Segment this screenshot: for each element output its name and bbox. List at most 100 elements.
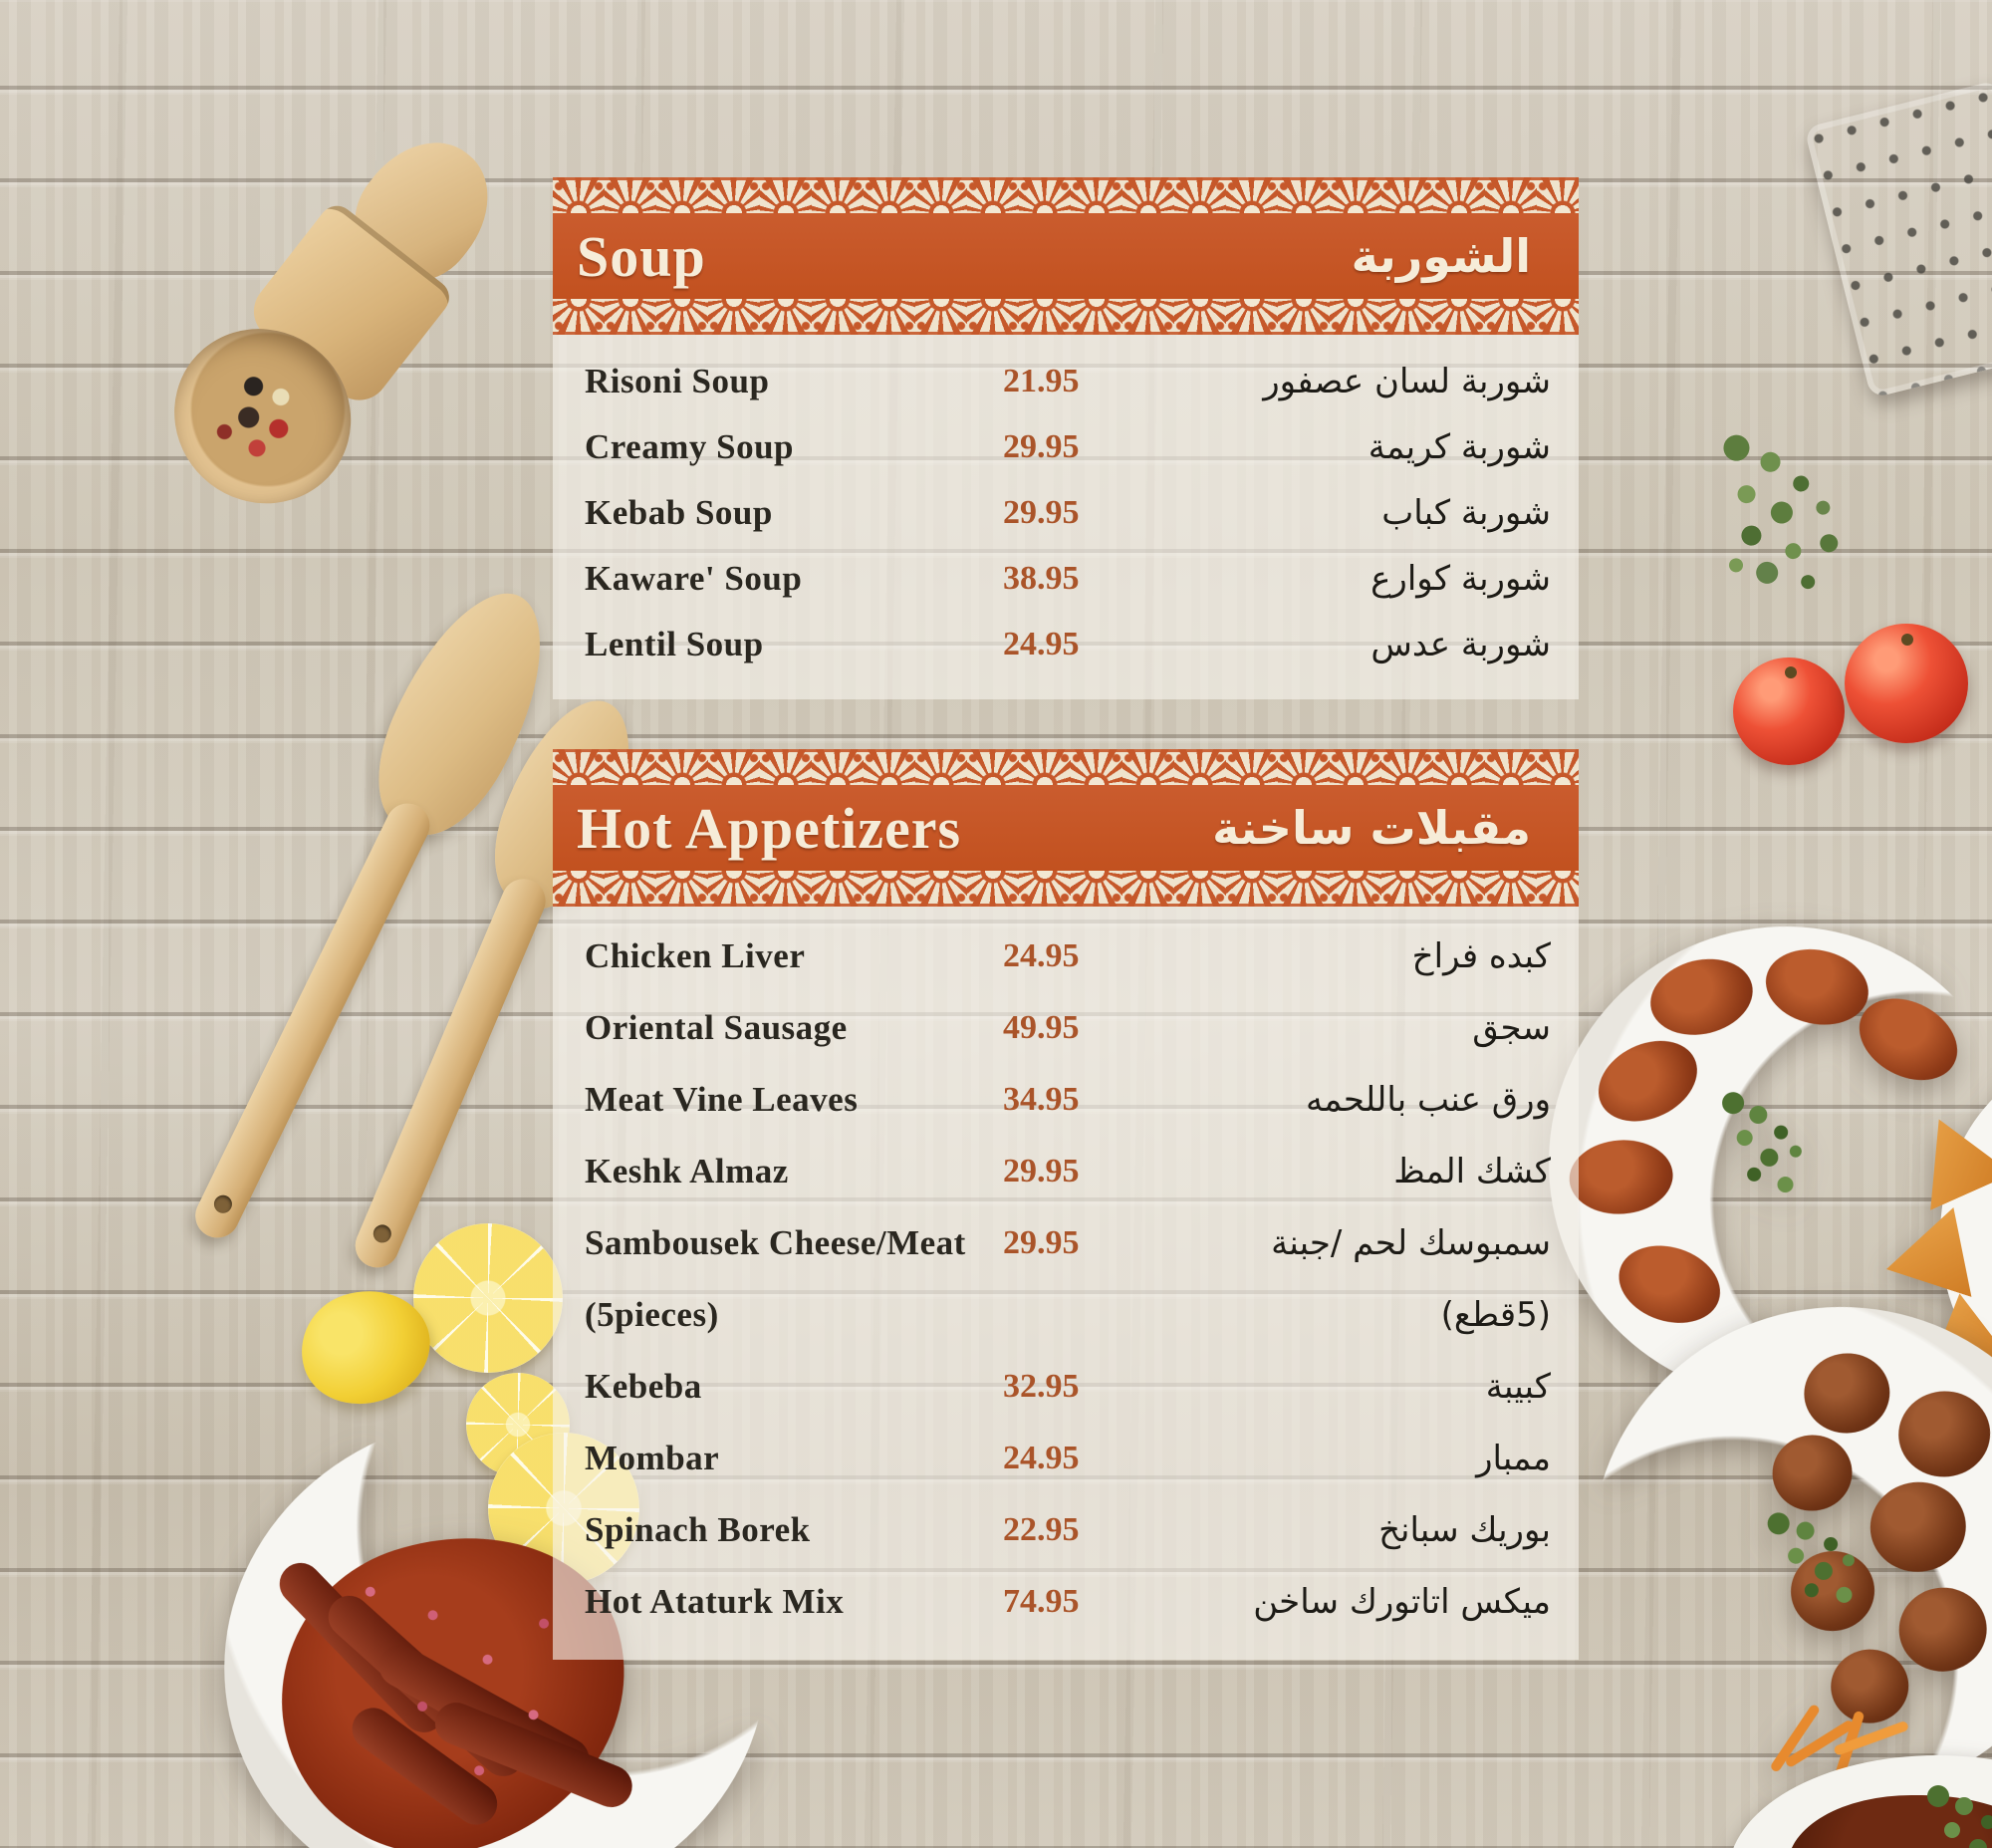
item-name-ar: كبده فراخ — [1411, 936, 1551, 976]
item-name-ar: شوربة كباب — [1381, 493, 1551, 533]
section-title-band: Soup الشوربة — [553, 213, 1579, 299]
item-name-ar: شوربة لسان عصفور — [1263, 362, 1551, 401]
peppercorns — [175, 330, 351, 503]
section-soup: Soup الشوربة Risoni Soup 21.95 شوربة لسا… — [553, 177, 1579, 699]
menu-item-row: Sambousek Cheese/Meat 29.95 سمبوسك لحم /… — [585, 1207, 1551, 1279]
item-price: 24.95 — [1003, 626, 1080, 662]
lemon-slice-photo — [413, 1223, 563, 1373]
item-name-en: Kaware' Soup — [585, 559, 803, 598]
menu-item-subrow: (5pieces) (5قطع) — [585, 1279, 1551, 1351]
meatball — [1787, 1546, 1878, 1636]
tomato-photo — [1733, 658, 1845, 765]
item-price: 49.95 — [1003, 1009, 1080, 1046]
section-title-en: Soup — [577, 223, 706, 289]
item-name-en: Chicken Liver — [585, 936, 806, 975]
meatball — [1768, 1431, 1857, 1515]
item-price: 24.95 — [1003, 937, 1080, 974]
item-name-en: Mombar — [585, 1439, 720, 1477]
menu-item-row: Mombar 24.95 ممبار — [585, 1423, 1551, 1494]
item-name-en: Risoni Soup — [585, 362, 770, 400]
section-title-band: Hot Appetizers مقبلات ساخنة — [553, 785, 1579, 871]
kibbeh — [1567, 1136, 1676, 1218]
wooden-spice-scoop-photo — [108, 74, 569, 563]
section-title-ar: مقبلات ساخنة — [1212, 801, 1531, 855]
lace-border-icon — [553, 749, 1579, 785]
section-hot-appetizers: Hot Appetizers مقبلات ساخنة Chicken Live… — [553, 749, 1579, 1660]
item-name-ar: ورق عنب باللحمه — [1305, 1080, 1551, 1120]
menu-item-row: Kebeba 32.95 كبيبة — [585, 1351, 1551, 1423]
item-name-en: Meat Vine Leaves — [585, 1080, 859, 1119]
item-name-ar: شوربة كريمة — [1368, 427, 1551, 467]
herb-sprig-photo — [1695, 432, 1893, 640]
parsley-garnish — [1927, 1785, 1949, 1807]
menu-item-row: Hot Ataturk Mix 74.95 ميكس اتاتورك ساخن — [585, 1566, 1551, 1638]
item-name-ar: شوربة كوارع — [1370, 559, 1551, 599]
item-name-ar: شوربة عدس — [1370, 625, 1551, 664]
meatball — [1866, 1476, 1971, 1577]
menu-item-row: Kebab Soup 29.95 شوربة كباب — [585, 480, 1551, 546]
kibbeh — [1585, 1025, 1711, 1138]
menu-item-row: Risoni Soup 21.95 شوربة لسان عصفور — [585, 349, 1551, 414]
stew-meat — [1788, 1795, 1992, 1848]
menu-item-row: Oriental Sausage 49.95 سجق — [585, 992, 1551, 1064]
item-name-ar: كشك المظ — [1393, 1152, 1551, 1191]
soup-items-list: Risoni Soup 21.95 شوربة لسان عصفور Cream… — [553, 335, 1579, 699]
menu-item-row: Spinach Borek 22.95 بوريك سبانخ — [585, 1494, 1551, 1566]
item-name-en: Kebab Soup — [585, 493, 773, 532]
item-name-ar: بوريك سبانخ — [1378, 1510, 1551, 1550]
item-name-ar: سمبوسك لحم /جبنة — [1271, 1223, 1551, 1263]
item-name-en: Keshk Almaz — [585, 1152, 789, 1190]
item-name-en: Kebeba — [585, 1367, 702, 1406]
stew-plate-photo — [1728, 1755, 1992, 1848]
item-name-en: Oriental Sausage — [585, 1008, 848, 1047]
spatula-hole — [210, 1191, 235, 1216]
parsley-garnish — [1766, 1511, 1791, 1536]
meatball — [1894, 1583, 1991, 1677]
section-soup-header: Soup الشوربة — [553, 177, 1579, 335]
hot-appetizers-items-list: Chicken Liver 24.95 كبده فراخ Oriental S… — [553, 907, 1579, 1660]
item-price: 29.95 — [1003, 428, 1080, 465]
menu-item-row: Creamy Soup 29.95 شوربة كريمة — [585, 414, 1551, 480]
lace-border-icon — [553, 299, 1579, 335]
item-price: 38.95 — [1003, 560, 1080, 597]
item-name-en: (5pieces) — [585, 1295, 719, 1334]
item-name-ar: ميكس اتاتورك ساخن — [1253, 1582, 1551, 1622]
item-name-ar: ممبار — [1476, 1439, 1551, 1478]
tomato-photo — [1845, 624, 1968, 743]
item-name-en: Lentil Soup — [585, 625, 764, 663]
item-price: 29.95 — [1003, 494, 1080, 531]
menu-item-row: Meat Vine Leaves 34.95 ورق عنب باللحمه — [585, 1064, 1551, 1136]
section-title-ar: الشوربة — [1351, 229, 1531, 283]
menu-item-row: Lentil Soup 24.95 شوربة عدس — [585, 612, 1551, 677]
parsley-garnish — [1721, 1091, 1745, 1115]
lace-border-icon — [553, 871, 1579, 907]
item-name-en: Creamy Soup — [585, 427, 795, 466]
meatball — [1893, 1386, 1992, 1482]
item-price: 24.95 — [1003, 1440, 1080, 1476]
item-name-ar: (5قطع) — [1440, 1295, 1551, 1335]
spatula-hole — [370, 1221, 394, 1246]
item-price: 29.95 — [1003, 1153, 1080, 1189]
meatball-plate-photo — [1567, 1282, 1992, 1822]
item-name-ar: سجق — [1472, 1008, 1551, 1048]
meatball — [1800, 1349, 1894, 1438]
menu-item-row: Keshk Almaz 29.95 كشك المظ — [585, 1136, 1551, 1207]
kibbeh — [1758, 939, 1875, 1034]
kibbeh — [1642, 948, 1761, 1046]
item-name-en: Spinach Borek — [585, 1510, 811, 1549]
kibbeh — [1609, 1232, 1731, 1336]
section-hot-appetizers-header: Hot Appetizers مقبلات ساخنة — [553, 749, 1579, 907]
item-price: 34.95 — [1003, 1081, 1080, 1118]
item-name-en: Sambousek Cheese/Meat — [585, 1223, 966, 1262]
item-price: 32.95 — [1003, 1368, 1080, 1405]
menu-item-row: Chicken Liver 24.95 كبده فراخ — [585, 921, 1551, 992]
lace-border-icon — [553, 177, 1579, 213]
item-name-en: Hot Ataturk Mix — [585, 1582, 845, 1621]
section-title-en: Hot Appetizers — [577, 795, 962, 861]
item-price: 29.95 — [1003, 1224, 1080, 1261]
item-price: 74.95 — [1003, 1583, 1080, 1620]
meatball — [1827, 1645, 1912, 1727]
item-price: 22.95 — [1003, 1511, 1080, 1548]
metal-grater-photo — [1804, 79, 1992, 399]
